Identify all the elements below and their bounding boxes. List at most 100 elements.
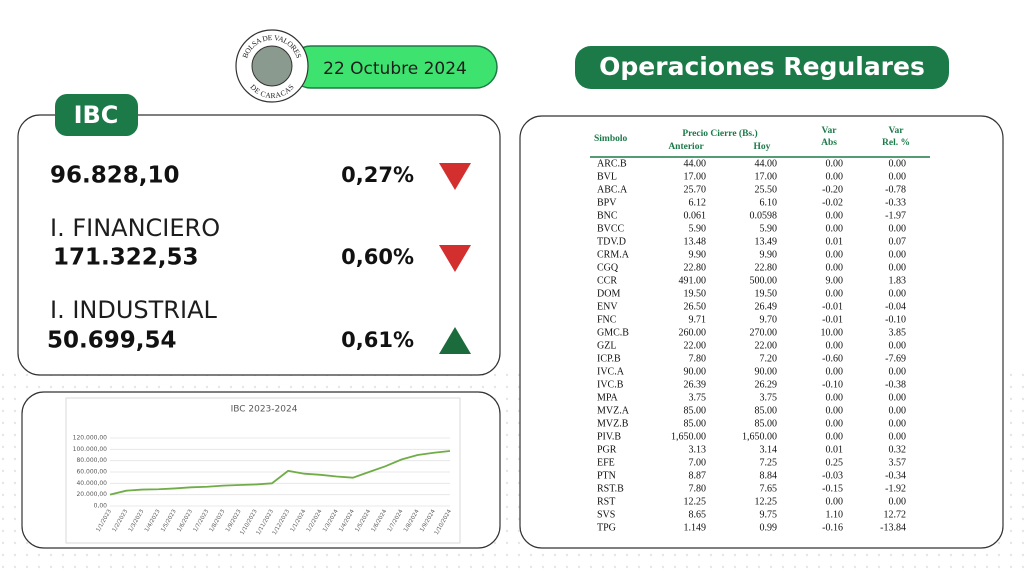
table-cell: 7.80	[689, 483, 707, 494]
table-cell: -7.69	[885, 353, 906, 364]
table-cell: -0.15	[822, 483, 843, 494]
table-cell: -0.20	[822, 184, 843, 195]
index-change: 0,61%	[341, 328, 414, 352]
header-symbol: Simbolo	[594, 134, 628, 144]
table-cell: 22.80	[684, 262, 707, 273]
header-rel: Rel. %	[882, 138, 910, 148]
table-cell: 3.13	[689, 444, 707, 455]
header-var: Var	[822, 126, 838, 136]
table-cell: 26.50	[684, 301, 707, 312]
table-cell: 0.00	[826, 431, 844, 442]
table-cell: -13.84	[880, 522, 906, 533]
table-cell: PGR	[597, 444, 617, 455]
table-cell: 0.061	[684, 210, 707, 221]
table-cell: 12.72	[884, 509, 907, 520]
table-cell: 0.00	[889, 171, 907, 182]
table-cell: 491.00	[679, 275, 707, 286]
index-value: 96.828,10	[50, 163, 180, 189]
y-tick-label: 20.000,00	[76, 491, 107, 498]
table-cell: 6.10	[760, 197, 778, 208]
table-cell: 1.10	[826, 509, 844, 520]
table-cell: 0.00	[826, 171, 844, 182]
table-cell: 3.57	[889, 457, 907, 468]
trend-arrow	[439, 327, 471, 354]
table-cell: 0.00	[826, 496, 844, 507]
table-cell: BNC	[597, 210, 618, 221]
table-cell: -0.04	[885, 301, 906, 312]
table-cell: PTN	[597, 470, 616, 481]
table-cell: 8.65	[689, 509, 707, 520]
index-value: 50.699,54	[47, 328, 177, 354]
table-cell: 3.75	[760, 392, 778, 403]
table-cell: 19.50	[755, 288, 778, 299]
table-cell: 0.00	[826, 262, 844, 273]
table-cell: BPV	[597, 197, 617, 208]
table-cell: 8.84	[760, 470, 778, 481]
header-price: Precio Cierre (Bs.)	[682, 128, 757, 139]
trend-arrow	[439, 163, 471, 190]
table-cell: 1,650.00	[742, 431, 777, 442]
table-cell: 0.00	[889, 249, 907, 260]
table-cell: 22.00	[755, 340, 778, 351]
table-cell: 0.00	[889, 496, 907, 507]
header-var: Var	[889, 126, 905, 136]
table-cell: 12.25	[755, 496, 778, 507]
table-cell: 9.71	[689, 314, 707, 325]
header-abs: Abs	[821, 138, 837, 148]
y-tick-label: 0,00	[94, 503, 108, 510]
table-cell: MPA	[597, 392, 619, 403]
table-rows: ARC.B 44.00 44.00 0.00 0.00 BVL 17.00 17.00 0.00…	[597, 158, 906, 533]
table-cell: 0.25	[826, 457, 844, 468]
index-change: 0,60%	[341, 245, 414, 269]
table-cell: ARC.B	[597, 158, 627, 169]
table-cell: 0.00	[889, 340, 907, 351]
table-cell: -0.33	[885, 197, 906, 208]
index-change: 0,27%	[341, 163, 414, 187]
index-panel	[17, 114, 501, 376]
table-cell: 7.20	[760, 353, 778, 364]
table-cell: 85.00	[684, 405, 707, 416]
table-cell: 0.07	[889, 236, 907, 247]
table-cell: 0.00	[889, 431, 907, 442]
table-cell: 10.00	[821, 327, 844, 338]
table-cell: BVL	[597, 171, 617, 182]
table-cell: 0.00	[889, 223, 907, 234]
table-cell: 6.12	[689, 197, 707, 208]
table-cell: 19.50	[684, 288, 707, 299]
table-cell: 90.00	[755, 366, 778, 377]
date: 22 Octubre 2024	[323, 59, 467, 79]
table-cell: -0.10	[885, 314, 906, 325]
table-cell: 44.00	[755, 158, 778, 169]
table-cell: 0.00	[889, 262, 907, 273]
table-cell: 5.90	[689, 223, 707, 234]
table-cell: 85.00	[755, 405, 778, 416]
table-cell: IVC.A	[597, 366, 625, 377]
table-cell: 9.70	[760, 314, 778, 325]
trend-arrow	[439, 245, 471, 272]
table-cell: 0.01	[826, 236, 844, 247]
table-cell: 0.00	[889, 418, 907, 429]
table-cell: 7.80	[689, 353, 707, 364]
table-cell: 0.00	[826, 210, 844, 221]
title-pill	[575, 46, 949, 89]
table-cell: 9.90	[760, 249, 778, 260]
table-cell: 7.25	[760, 457, 778, 468]
table-cell: 270.00	[750, 327, 778, 338]
chart-area	[65, 397, 461, 544]
table-cell: 13.48	[684, 236, 707, 247]
table-cell: 0.00	[826, 418, 844, 429]
table-cell: IVC.B	[597, 379, 624, 390]
table-cell: FNC	[597, 314, 617, 325]
index-name: I. FINANCIERO	[50, 214, 220, 242]
table-cell: 0.00	[826, 340, 844, 351]
table-cell: MVZ.A	[597, 405, 630, 416]
table-cell: RST.B	[597, 483, 624, 494]
table-cell: 7.65	[760, 483, 778, 494]
table-cell: 0.0598	[750, 210, 778, 221]
table-cell: -0.03	[822, 470, 843, 481]
index-name: I. INDUSTRIAL	[50, 296, 217, 324]
table-cell: 13.49	[755, 236, 778, 247]
table-cell: 26.29	[755, 379, 778, 390]
logo-center	[251, 45, 293, 87]
table-cell: 5.90	[760, 223, 778, 234]
